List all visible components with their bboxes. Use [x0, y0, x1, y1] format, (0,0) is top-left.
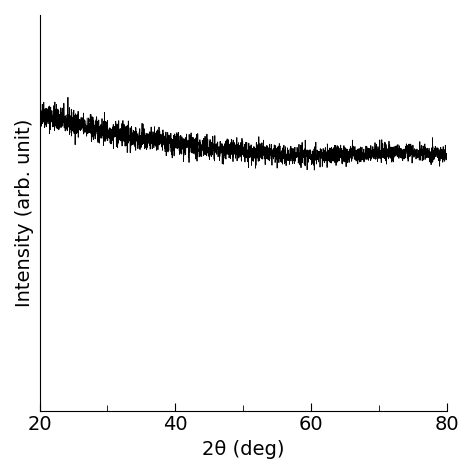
X-axis label: 2θ (deg): 2θ (deg): [202, 440, 284, 459]
Y-axis label: Intensity (arb. unit): Intensity (arb. unit): [15, 118, 34, 307]
